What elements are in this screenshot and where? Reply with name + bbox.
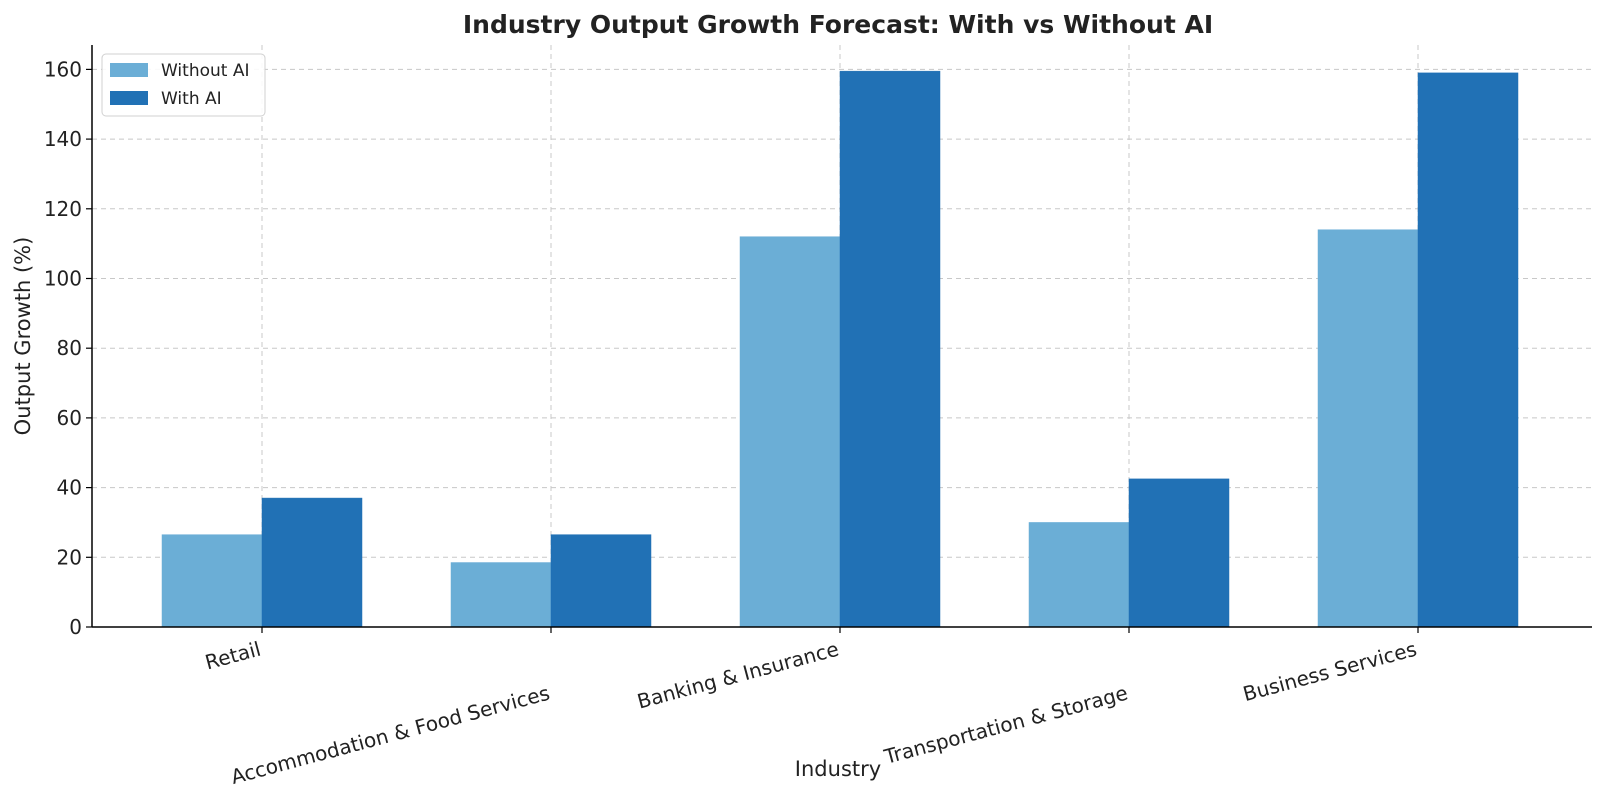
legend-swatch-with-ai: [110, 91, 148, 105]
y-tick-label: 0: [69, 615, 82, 639]
x-axis-label: Industry: [795, 757, 881, 781]
x-tick-label: Business Services: [1240, 637, 1419, 706]
bar-with-ai: [839, 70, 941, 628]
bar-with-ai: [1128, 478, 1230, 628]
y-tick-label: 40: [57, 476, 82, 500]
y-tick-label: 160: [44, 57, 82, 81]
x-tick-label: Transportation & Storage: [881, 681, 1131, 769]
x-tick-label: Accommodation & Food Services: [228, 681, 552, 789]
bar-with-ai: [1417, 72, 1519, 628]
bar-without-ai: [739, 236, 841, 628]
y-tick-label: 60: [57, 406, 82, 430]
y-ticks: 0 20 40 60 80 100 120 140 160: [44, 57, 92, 639]
y-tick-label: 100: [44, 266, 82, 290]
bars: [161, 70, 1519, 628]
legend: Without AI With AI: [101, 53, 266, 117]
x-tick-label: Banking & Insurance: [635, 637, 842, 714]
y-tick-label: 20: [57, 545, 82, 569]
y-tick-label: 140: [44, 127, 82, 151]
legend-swatch-without-ai: [110, 63, 148, 77]
chart-title: Industry Output Growth Forecast: With vs…: [463, 10, 1213, 39]
bar-without-ai: [450, 562, 552, 628]
y-tick-label: 120: [44, 197, 82, 221]
bar-with-ai: [550, 534, 652, 628]
x-tick-label: Retail: [202, 637, 263, 675]
axes: [91, 45, 1592, 628]
y-axis-label: Output Growth (%): [11, 237, 35, 436]
legend-label-without-ai: Without AI: [161, 61, 250, 81]
bar-without-ai: [1028, 522, 1130, 628]
bar-without-ai: [161, 534, 263, 628]
y-tick-label: 80: [57, 336, 82, 360]
bar-without-ai: [1317, 229, 1419, 628]
legend-label-with-ai: With AI: [161, 89, 222, 109]
bar-with-ai: [261, 497, 363, 628]
